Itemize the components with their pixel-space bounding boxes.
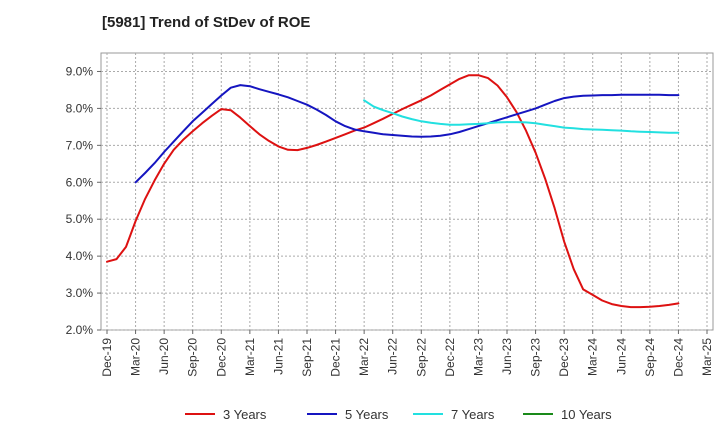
x-tick-label: Dec-23 (557, 338, 571, 377)
y-tick-label: 5.0% (66, 212, 94, 226)
x-tick-label: Jun-20 (157, 338, 171, 375)
x-tick-label: Sep-20 (186, 338, 200, 377)
x-tick-label: Sep-24 (643, 338, 657, 377)
x-tick-label: Sep-22 (414, 338, 428, 377)
axes: 2.0% 3.0% 4.0% 5.0% 6.0% 7.0% 8.0% 9.0% Dec-19 Ma… (66, 64, 714, 376)
y-tick-label: 7.0% (66, 138, 94, 152)
y-tick-label: 4.0% (66, 249, 94, 263)
y-tick-label: 6.0% (66, 175, 94, 189)
x-tick-label: Mar-24 (586, 338, 600, 376)
legend-label-3-years: 3 Years (223, 407, 267, 422)
series-line-7-years (363, 99, 680, 134)
x-tick-label: Jun-23 (500, 338, 514, 375)
grid-lines (101, 53, 713, 331)
y-tick-label: 2.0% (66, 323, 94, 337)
legend-label-7-years: 7 Years (451, 407, 495, 422)
y-tick-label: 3.0% (66, 286, 94, 300)
plot-area (100, 52, 714, 331)
series-line-5-years (134, 84, 680, 184)
y-tick-label: 9.0% (66, 64, 94, 78)
chart-title: [5981] Trend of StDev of ROE (102, 14, 311, 31)
x-tick-label: Mar-21 (243, 338, 257, 376)
x-tick-label: Mar-25 (700, 338, 714, 376)
x-tick-label: Dec-19 (100, 338, 114, 377)
x-tick-label: Mar-22 (357, 338, 371, 376)
x-tick-label: Dec-21 (329, 338, 343, 377)
x-tick-label: Sep-21 (300, 338, 314, 377)
x-tick-label: Mar-20 (129, 338, 143, 376)
legend: 3 Years 5 Years 7 Years 10 Years (185, 407, 612, 422)
x-tick-label: Dec-20 (214, 338, 228, 377)
series-lines (106, 74, 680, 309)
legend-label-5-years: 5 Years (345, 407, 389, 422)
x-tick-label: Mar-23 (471, 338, 485, 376)
y-tick-label: 8.0% (66, 101, 94, 115)
x-tick-label: Dec-24 (671, 338, 685, 377)
x-tick-label: Dec-22 (443, 338, 457, 377)
x-tick-label: Jun-21 (271, 338, 285, 375)
legend-label-10-years: 10 Years (561, 407, 612, 422)
x-tick-label: Sep-23 (529, 338, 543, 377)
x-tick-label: Jun-22 (386, 338, 400, 375)
x-tick-label: Jun-24 (614, 338, 628, 375)
